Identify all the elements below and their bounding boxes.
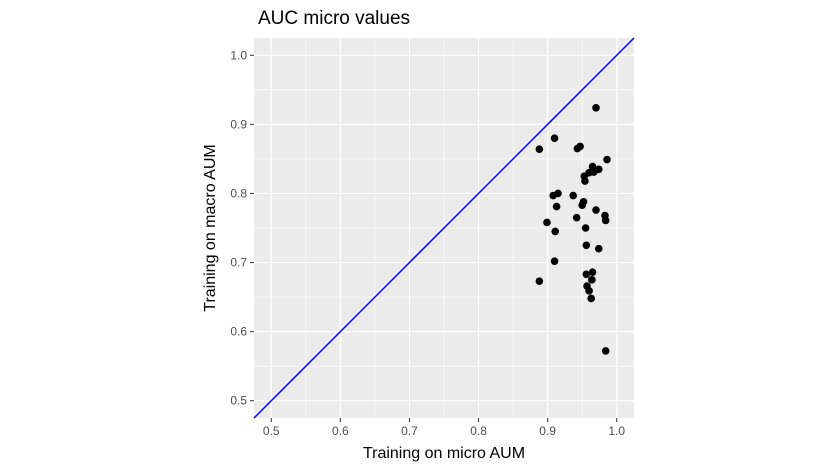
x-tick-label: 0.6 — [332, 424, 349, 438]
data-point — [572, 213, 581, 222]
data-point — [585, 287, 593, 295]
data-point — [603, 155, 611, 164]
x-axis-title: Training on micro AUM — [363, 445, 525, 462]
data-point — [582, 241, 591, 250]
data-point — [601, 347, 610, 355]
y-tick-label: 1.0 — [230, 48, 247, 62]
reference-line-group — [253, 37, 635, 419]
x-axis: 0.5 0.6 0.7 0.8 0.9 1.0 — [263, 418, 625, 438]
y-tick-label: 0.7 — [230, 256, 247, 270]
data-point — [576, 142, 584, 151]
data-point — [581, 224, 590, 232]
chart-title: AUC micro values — [258, 8, 410, 29]
data-point — [582, 270, 591, 279]
y-tick-label: 0.5 — [230, 394, 247, 408]
reference-line-y-equals-x — [253, 37, 635, 419]
y-axis-title: Training on macro AUM — [202, 144, 219, 311]
data-point — [594, 244, 603, 253]
y-tick-label: 0.9 — [230, 117, 247, 131]
data-point — [535, 145, 544, 154]
data-point — [601, 216, 610, 225]
data-point — [551, 227, 560, 236]
data-point — [592, 206, 600, 214]
y-tick-label: 0.6 — [230, 325, 247, 339]
data-point — [552, 202, 561, 211]
x-tick-label: 0.5 — [263, 424, 280, 438]
data-points — [535, 103, 611, 355]
data-point — [588, 276, 596, 284]
x-tick-label: 0.8 — [470, 424, 487, 438]
x-tick-label: 1.0 — [608, 424, 625, 438]
data-point — [581, 177, 589, 185]
data-point — [543, 218, 551, 227]
x-tick-label: 0.7 — [401, 424, 418, 438]
data-point — [535, 277, 544, 286]
data-point — [592, 103, 600, 112]
data-point — [587, 294, 595, 303]
data-point — [554, 189, 562, 198]
data-point — [588, 268, 597, 277]
x-tick-label: 0.9 — [539, 424, 556, 438]
data-point — [550, 257, 559, 265]
data-point — [578, 201, 586, 209]
data-point — [550, 134, 559, 142]
y-tick-label: 0.8 — [230, 186, 247, 200]
data-point — [569, 191, 577, 200]
y-axis: 0.5 0.6 0.7 0.8 0.9 1.0 — [230, 48, 254, 408]
